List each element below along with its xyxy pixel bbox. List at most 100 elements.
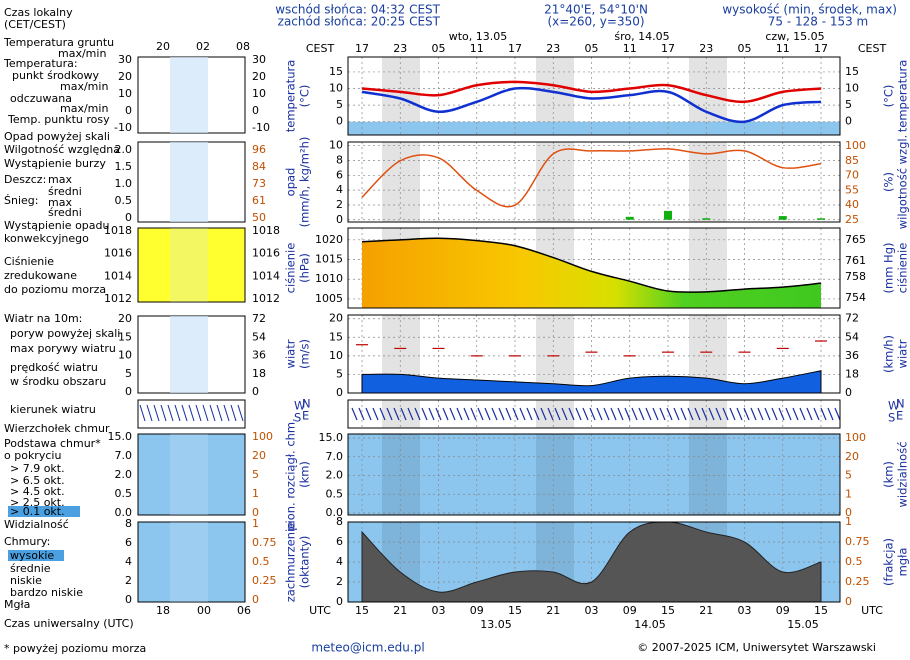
mini-tick-right: 5 bbox=[252, 468, 259, 481]
y2-tick-label: 100 bbox=[845, 139, 866, 152]
mini-hour: 08 bbox=[236, 40, 250, 53]
area bbox=[362, 238, 821, 308]
mini-tick: 30 bbox=[118, 53, 132, 66]
zone-top-right: CEST bbox=[858, 42, 887, 55]
mini-tick-right: 0.25 bbox=[252, 574, 277, 587]
panel-bg bbox=[348, 142, 840, 222]
wind-arrow bbox=[806, 407, 813, 421]
y-tick-label: 2 bbox=[336, 575, 343, 588]
mini-tick-right: 1016 bbox=[252, 247, 280, 260]
wind-arrow bbox=[393, 407, 400, 421]
wind-arrow bbox=[533, 407, 540, 421]
legend-text: (CET/CEST) bbox=[4, 18, 66, 31]
y-tick-label: 1010 bbox=[315, 272, 343, 285]
wind-arrow bbox=[407, 407, 414, 421]
utc-hour: 03 bbox=[585, 604, 599, 617]
panel-border bbox=[347, 56, 841, 136]
email[interactable]: meteo@icm.edu.pl bbox=[311, 641, 424, 655]
mini-panel bbox=[137, 433, 246, 516]
y2-tick-label: 72 bbox=[845, 312, 859, 325]
axis-label: wiatr bbox=[284, 339, 298, 368]
cest-hour: 11 bbox=[470, 42, 484, 55]
night-band bbox=[689, 142, 727, 222]
mini-day bbox=[170, 434, 208, 515]
y2-tick-label: 10 bbox=[845, 82, 859, 95]
wind-arrow bbox=[813, 407, 820, 421]
mini-tick-right: 54 bbox=[252, 330, 266, 343]
y2-tick-label: 36 bbox=[845, 349, 859, 362]
grid-point: (x=260, y=350) bbox=[547, 15, 644, 29]
legend-text: Chmury: bbox=[4, 535, 50, 548]
wind-arrow bbox=[687, 407, 694, 421]
frost-band bbox=[348, 121, 840, 135]
y2-tick-label: 1 bbox=[845, 515, 852, 528]
utc-hour: 09 bbox=[623, 604, 637, 617]
panel-border bbox=[347, 433, 841, 516]
mini-tick: 1.0 bbox=[115, 177, 133, 190]
mini-tick-right: 10 bbox=[252, 87, 266, 100]
y-tick-label: 1020 bbox=[315, 233, 343, 246]
mini-tick: 10 bbox=[118, 87, 132, 100]
mini-day bbox=[170, 228, 208, 302]
panel-border bbox=[347, 227, 841, 309]
mini-day bbox=[170, 142, 208, 222]
mini-tick-right: 30 bbox=[252, 53, 266, 66]
y-tick-label: 0 bbox=[336, 115, 343, 128]
panel-border bbox=[347, 314, 841, 394]
night-band bbox=[382, 400, 420, 428]
legend-text: średni bbox=[48, 206, 82, 219]
wind-arrow bbox=[442, 407, 449, 421]
legend-text: bardzo niskie bbox=[10, 586, 83, 599]
y-tick-label: 0.5 bbox=[326, 487, 344, 500]
date-top: wto, 13.05 bbox=[449, 30, 508, 43]
wind-arrow bbox=[799, 407, 806, 421]
axis-label: opad bbox=[284, 168, 298, 197]
mini-arrow bbox=[188, 404, 195, 422]
wind-arrow bbox=[491, 407, 498, 421]
legend-text: Wystąpienie burzy bbox=[4, 157, 106, 170]
utc-hour: 15 bbox=[814, 604, 828, 617]
legend-text: punkt środkowy bbox=[12, 69, 100, 82]
wind-arrow bbox=[547, 407, 554, 421]
mini-arrow bbox=[230, 404, 237, 422]
date-top: śro, 14.05 bbox=[614, 30, 669, 43]
y2-tick-label: 1 bbox=[845, 487, 852, 500]
wind-arrow bbox=[456, 407, 463, 421]
legend-text: > 0.1 okt. bbox=[10, 505, 65, 518]
y2-tick-label: 25 bbox=[845, 213, 859, 226]
utc-hour: 03 bbox=[738, 604, 752, 617]
wind-arrow bbox=[820, 407, 827, 421]
area bbox=[361, 370, 822, 394]
y-tick-label: 15 bbox=[329, 65, 343, 78]
mini-hour: 00 bbox=[197, 604, 211, 617]
area bbox=[361, 521, 822, 603]
mini-hour: 18 bbox=[156, 604, 170, 617]
compass-right: S bbox=[888, 411, 895, 425]
y2-tick-label: 85 bbox=[845, 154, 859, 167]
elevation: 75 - 128 - 153 m bbox=[768, 15, 869, 29]
zone-bottom-right: UTC bbox=[861, 604, 883, 617]
compass: E bbox=[302, 409, 309, 423]
wind-arrow bbox=[589, 407, 596, 421]
mini-hour: 02 bbox=[196, 40, 210, 53]
wind-arrow bbox=[484, 407, 491, 421]
wind-arrow bbox=[554, 407, 561, 421]
wind-arrow bbox=[701, 407, 708, 421]
mini-arrow bbox=[174, 404, 181, 422]
mini-arrow bbox=[237, 404, 244, 422]
copyright: © 2007-2025 ICM, Uniwersytet Warszawski bbox=[637, 641, 876, 654]
mini-tick-right: 73 bbox=[252, 177, 266, 190]
wind-arrow bbox=[365, 407, 372, 421]
y-tick-label: 10 bbox=[329, 82, 343, 95]
mini-tick: 0.5 bbox=[115, 194, 133, 207]
night-band bbox=[536, 315, 574, 393]
wind-arrow bbox=[358, 407, 365, 421]
cest-hour: 11 bbox=[623, 42, 637, 55]
legend-text: max/min bbox=[60, 80, 108, 93]
axis-label: (mm/h, kg/m²h) bbox=[298, 137, 312, 228]
mini-arrow bbox=[209, 404, 216, 422]
mini-arrow bbox=[216, 404, 223, 422]
night-band bbox=[536, 400, 574, 428]
legend-text: max bbox=[48, 196, 72, 209]
